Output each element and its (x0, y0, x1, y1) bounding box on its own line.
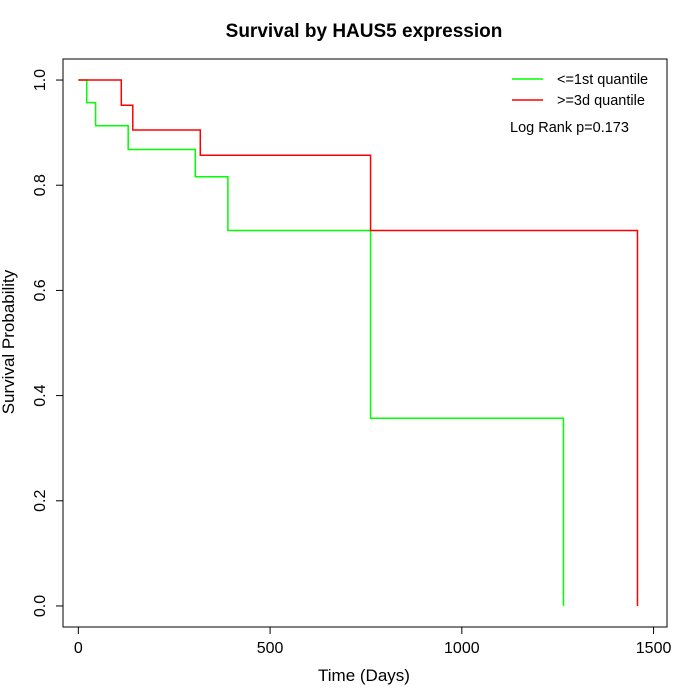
x-tick-label: 1000 (444, 640, 480, 657)
y-axis-label: Survival Probability (0, 269, 18, 414)
y-axis: 0.0 0.2 0.4 0.6 0.8 1.0 (32, 69, 64, 617)
x-axis-label: Time (Days) (318, 666, 410, 685)
x-tick-label: 1500 (636, 640, 672, 657)
x-axis: 0 500 1000 1500 (74, 626, 672, 657)
y-tick-label: 1.0 (32, 69, 49, 91)
series-line-2 (78, 79, 639, 606)
x-tick-label: 0 (74, 640, 83, 657)
plot-area (62, 58, 668, 628)
legend-label: <=1st quantile (557, 72, 648, 88)
y-tick-label: 0.6 (32, 279, 49, 301)
series-line-1 (78, 79, 565, 606)
log-rank-annotation: Log Rank p=0.173 (510, 120, 629, 136)
legend-label: >=3d quantile (557, 93, 645, 109)
chart-title: Survival by HAUS5 expression (226, 21, 503, 42)
x-tick-label: 500 (257, 640, 284, 657)
y-tick-label: 0.2 (32, 490, 49, 512)
series-group (78, 79, 639, 606)
legend: <=1st quantile >=3d quantile (512, 72, 648, 109)
y-tick-label: 0.8 (32, 174, 49, 196)
y-tick-label: 0.0 (32, 595, 49, 617)
y-tick-label: 0.4 (32, 384, 49, 406)
